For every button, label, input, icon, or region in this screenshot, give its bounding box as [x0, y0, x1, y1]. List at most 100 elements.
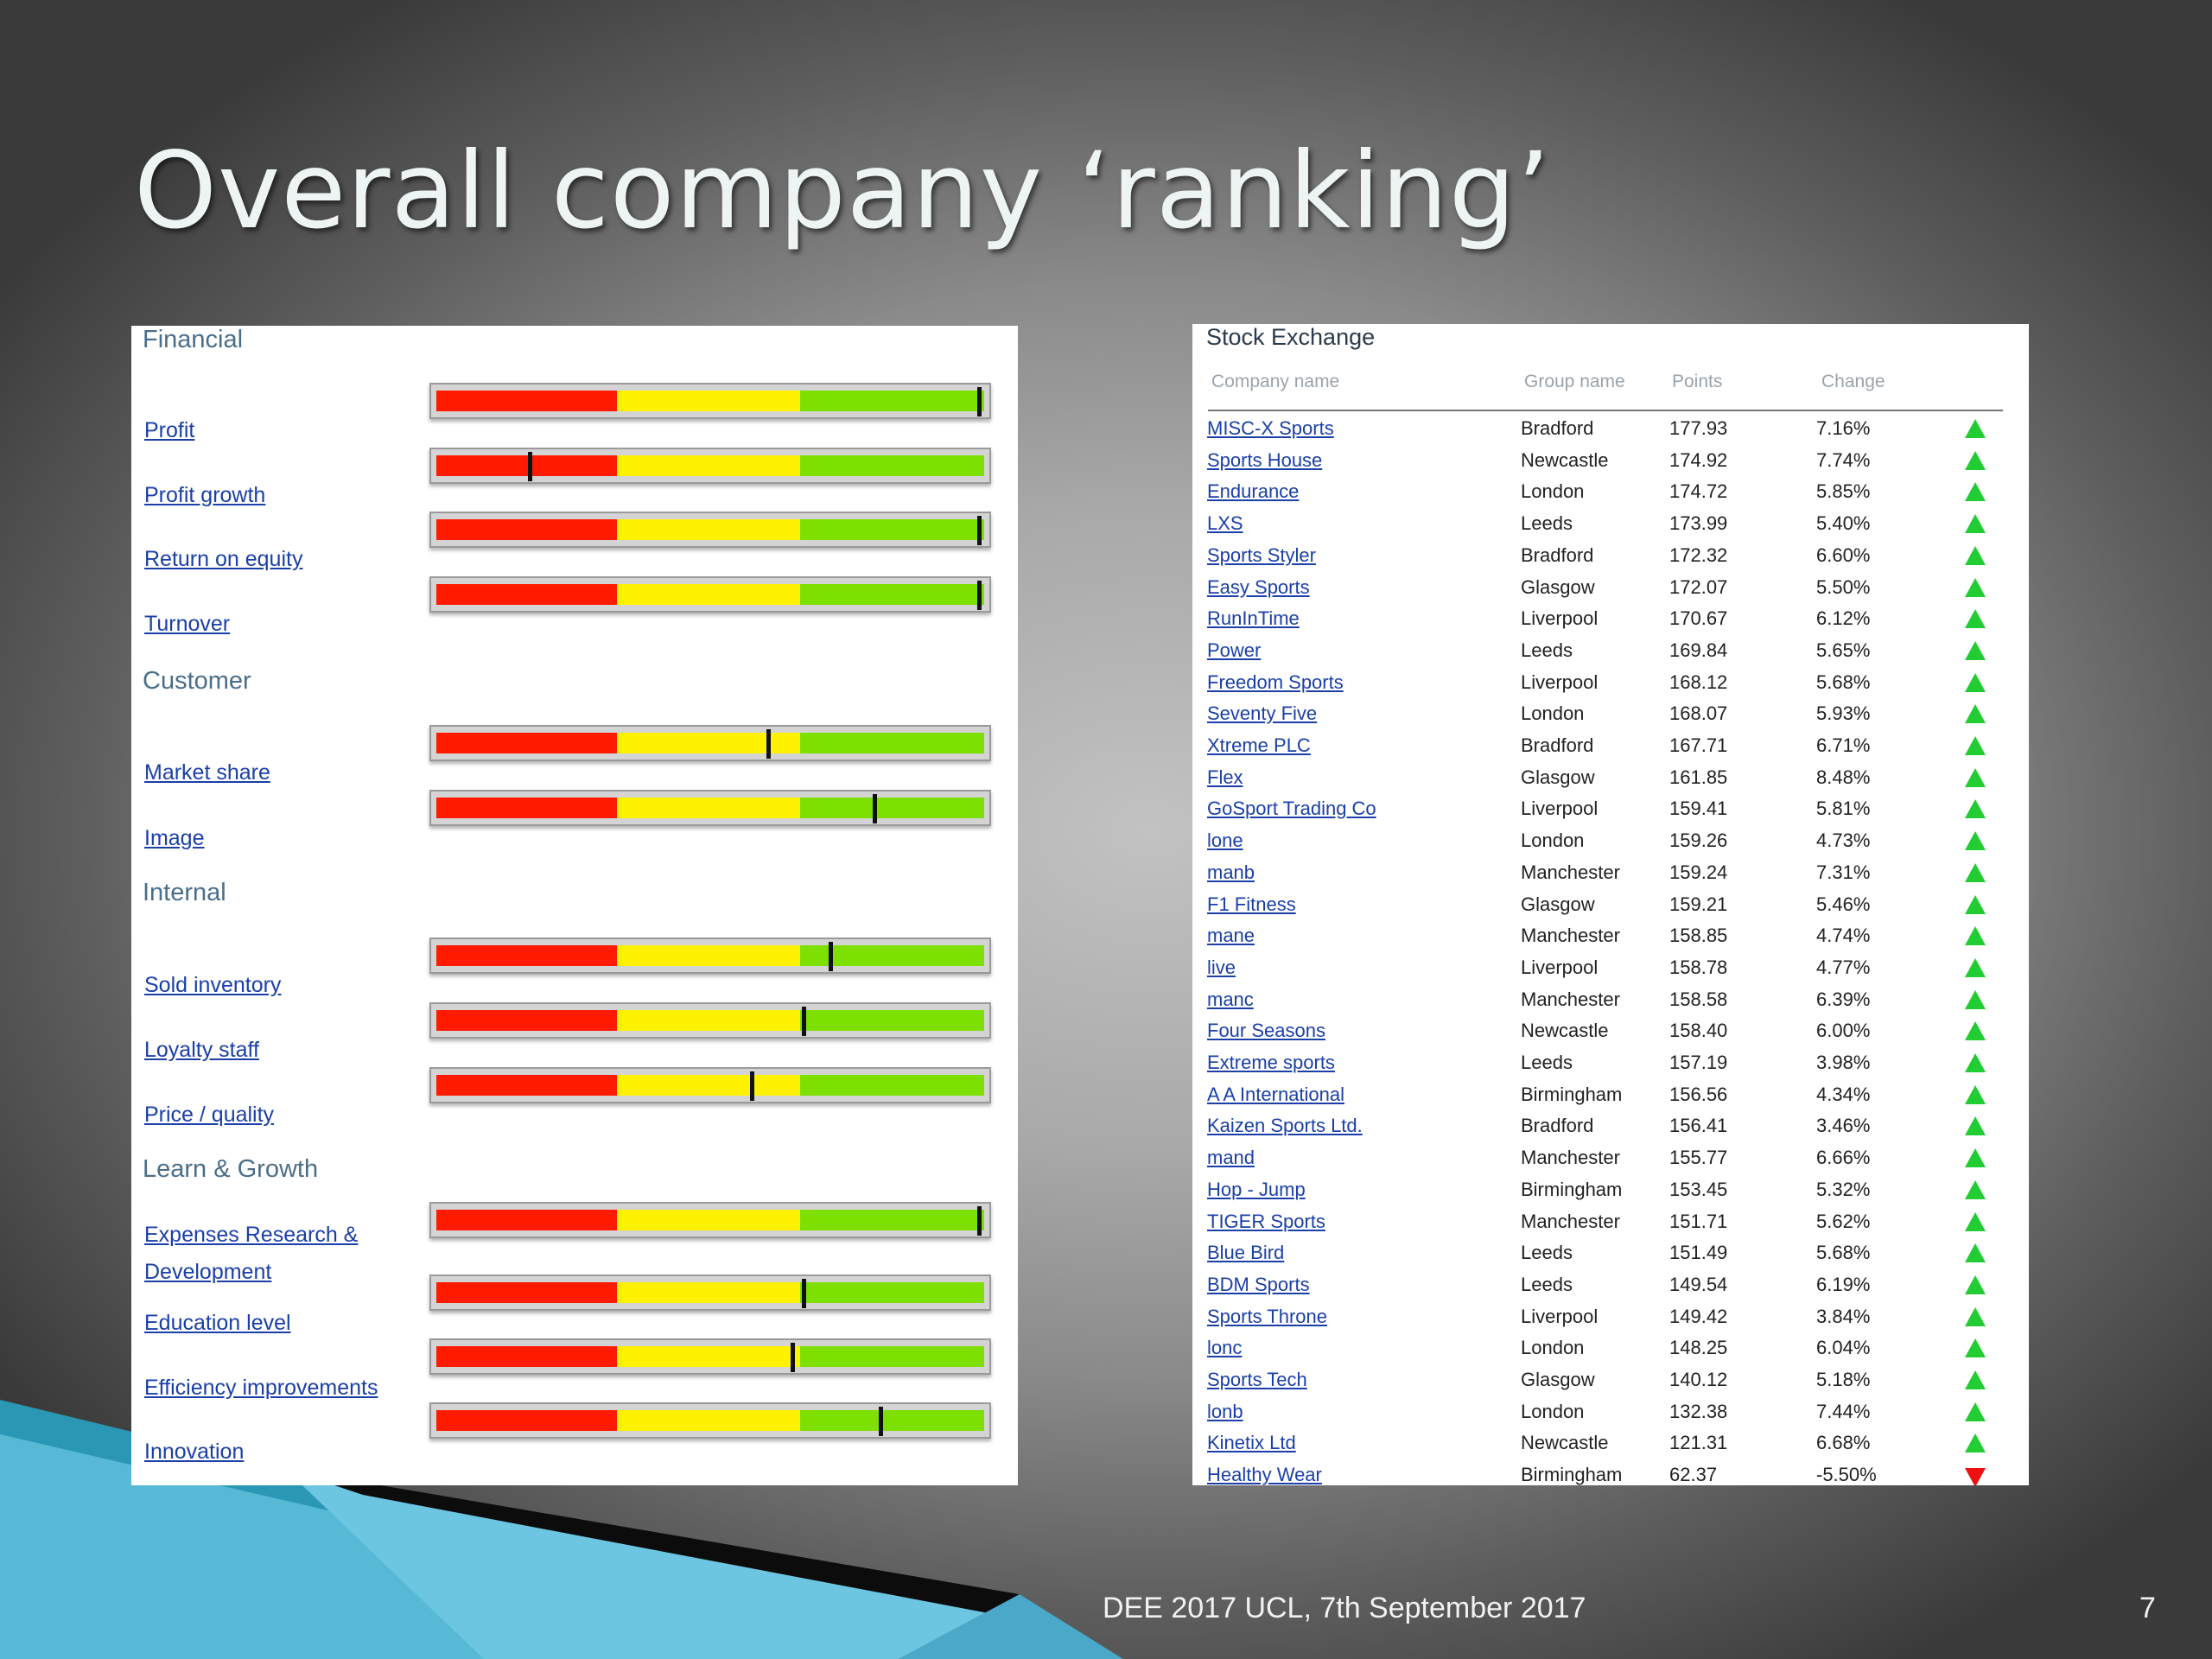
company-name-link[interactable]: Blue Bird	[1207, 1242, 1285, 1264]
group-name-cell: Leeds	[1521, 1052, 1573, 1073]
metric-link-profit[interactable]: Profit	[144, 418, 195, 442]
company-name-link[interactable]: Endurance	[1207, 480, 1300, 503]
company-name-link[interactable]: Easy Sports	[1207, 575, 1310, 598]
gauge-marker	[976, 387, 982, 416]
metric-link-profit-growth[interactable]: Profit growth	[144, 483, 266, 507]
table-row: BDM Sports Leeds 149.54 6.19%	[1192, 1269, 2029, 1301]
group-name-cell: Bradford	[1521, 543, 1594, 566]
table-row: Flex Glasgow 161.85 8.48%	[1192, 762, 2029, 794]
change-cell: 7.44%	[1816, 1400, 1871, 1422]
points-cell: 174.92	[1669, 448, 1728, 471]
group-name-cell: Leeds	[1521, 1273, 1573, 1295]
company-name-link[interactable]: TIGER Sports	[1207, 1210, 1325, 1232]
group-name-cell: Liverpool	[1521, 1305, 1599, 1327]
company-name-link[interactable]: Sports House	[1207, 448, 1323, 471]
company-name-link[interactable]: RunInTime	[1207, 607, 1300, 630]
change-cell: 6.60%	[1816, 543, 1871, 566]
trend-up-icon	[1965, 1402, 1986, 1421]
company-name-link[interactable]: manb	[1207, 861, 1255, 883]
company-name-link[interactable]: Sports Throne	[1207, 1305, 1328, 1327]
metric-link-sold-inventory[interactable]: Sold inventory	[144, 973, 282, 997]
company-name-link[interactable]: Kinetix Ltd	[1207, 1432, 1296, 1454]
company-name-link[interactable]: Xtreme PLC	[1207, 734, 1311, 756]
gauge-band-low	[436, 798, 617, 818]
table-row: Healthy Wear Birmingham 62.37 -5.50%	[1192, 1459, 2029, 1485]
company-name-link[interactable]: lonc	[1207, 1337, 1243, 1359]
metric-link-innovation[interactable]: Innovation	[144, 1440, 245, 1464]
company-name-link[interactable]: Four Seasons	[1207, 1020, 1325, 1042]
points-cell: 151.71	[1669, 1210, 1728, 1232]
table-row: lone London 159.26 4.73%	[1192, 825, 2029, 857]
table-row: TIGER Sports Manchester 151.71 5.62%	[1192, 1206, 2029, 1238]
company-name-link[interactable]: Extreme sports	[1207, 1052, 1335, 1073]
section-title-financial: Financial	[143, 326, 244, 353]
company-name-link[interactable]: lonb	[1207, 1400, 1243, 1422]
gauge-innovation	[429, 1402, 991, 1439]
gauge-band-high	[800, 798, 984, 818]
metric-link-expenses-research-line1[interactable]: Expenses Research &	[144, 1223, 359, 1247]
company-name-link[interactable]: Hop - Jump	[1207, 1178, 1306, 1200]
trend-up-icon	[1965, 862, 1986, 882]
company-name-link[interactable]: BDM Sports	[1207, 1273, 1310, 1295]
metric-link-education-level[interactable]: Education level	[144, 1311, 291, 1335]
company-name-link[interactable]: lone	[1207, 830, 1243, 852]
table-row: manc Manchester 158.58 6.39%	[1192, 984, 2029, 1016]
points-cell: 159.24	[1669, 861, 1728, 883]
change-cell: 6.71%	[1816, 734, 1871, 756]
company-name-link[interactable]: Power	[1207, 639, 1262, 661]
trend-up-icon	[1965, 894, 1986, 914]
company-name-link[interactable]: Sports Styler	[1207, 543, 1316, 566]
points-cell: 156.41	[1669, 1115, 1728, 1137]
slide-footer: DEE 2017 UCL, 7th September 2017	[1103, 1592, 1586, 1624]
group-name-cell: Leeds	[1521, 639, 1573, 661]
company-name-link[interactable]: MISC-X Sports	[1207, 417, 1334, 439]
trend-up-icon	[1965, 989, 1986, 1009]
company-name-link[interactable]: F1 Fitness	[1207, 893, 1296, 915]
gauge-band-mid	[617, 1010, 800, 1031]
gauge-sold-inventory	[429, 938, 991, 974]
gauge-band-low	[436, 391, 617, 411]
company-name-link[interactable]: mane	[1207, 925, 1255, 947]
metric-link-loyalty-staff[interactable]: Loyalty staff	[144, 1038, 259, 1062]
metric-link-expenses-research-line2[interactable]: Development	[144, 1260, 272, 1284]
metric-link-turnover[interactable]: Turnover	[144, 612, 231, 636]
metric-link-price-quality[interactable]: Price / quality	[144, 1103, 275, 1127]
company-name-link[interactable]: mand	[1207, 1147, 1255, 1169]
points-cell: 121.31	[1669, 1432, 1728, 1454]
company-name-link[interactable]: Flex	[1207, 766, 1243, 788]
gauge-education-level	[429, 1274, 991, 1311]
group-name-cell: London	[1521, 480, 1585, 503]
company-name-link[interactable]: A A International	[1207, 1083, 1345, 1105]
gauge-band-mid	[617, 519, 800, 540]
company-name-link[interactable]: Seventy Five	[1207, 702, 1318, 725]
company-name-link[interactable]: GoSport Trading Co	[1207, 798, 1376, 820]
table-row: mand Manchester 155.77 6.66%	[1192, 1142, 2029, 1174]
gauge-band-low	[436, 1410, 617, 1431]
company-name-link[interactable]: Healthy Wear	[1207, 1464, 1322, 1485]
metric-link-image[interactable]: Image	[144, 826, 205, 850]
company-name-link[interactable]: Kaizen Sports Ltd.	[1207, 1115, 1363, 1137]
gauge-marker	[766, 729, 771, 759]
company-name-link[interactable]: Sports Tech	[1207, 1369, 1307, 1390]
section-title-internal: Internal	[143, 879, 226, 906]
metric-link-return-on-equity[interactable]: Return on equity	[144, 547, 303, 571]
change-cell: 5.93%	[1816, 702, 1871, 725]
gauge-band-high	[800, 1210, 984, 1230]
gauge-band-high	[800, 455, 984, 476]
company-name-link[interactable]: live	[1207, 956, 1236, 978]
metric-link-market-share[interactable]: Market share	[144, 760, 270, 785]
table-row: Easy Sports Glasgow 172.07 5.50%	[1192, 572, 2029, 604]
group-name-cell: Glasgow	[1521, 1369, 1595, 1390]
group-name-cell: Birmingham	[1521, 1464, 1623, 1485]
column-header-change: Change	[1821, 372, 1885, 391]
metric-link-efficiency-improvements[interactable]: Efficiency improvements	[144, 1376, 378, 1400]
group-name-cell: Manchester	[1521, 988, 1620, 1010]
company-name-link[interactable]: manc	[1207, 988, 1254, 1010]
table-row: GoSport Trading Co Liverpool 159.41 5.81%	[1192, 793, 2029, 825]
company-name-link[interactable]: LXS	[1207, 512, 1243, 535]
gauge-band-mid	[617, 391, 800, 411]
gauge-band-mid	[617, 945, 800, 966]
company-name-link[interactable]: Freedom Sports	[1207, 671, 1344, 693]
points-cell: 149.54	[1669, 1273, 1728, 1295]
points-cell: 158.78	[1669, 956, 1728, 978]
